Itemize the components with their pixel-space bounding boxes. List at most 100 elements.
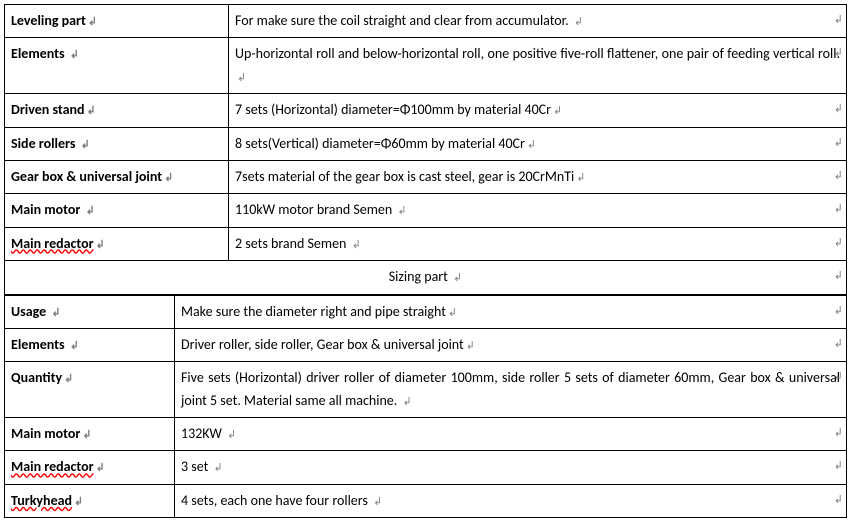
label-text: Driven stand: [11, 101, 85, 118]
value-cell: 110kW motor brand Semen ↲ ↲: [229, 194, 847, 227]
label-cell: Usage ↲: [5, 295, 175, 328]
paragraph-mark-icon: ↲: [96, 238, 105, 251]
value-cell: For make sure the coil straight and clea…: [229, 5, 847, 38]
label-cell: Leveling part↲: [5, 5, 229, 38]
label-text: Quantity: [11, 369, 62, 386]
table-row: Usage ↲ Make sure the diameter right and…: [5, 295, 847, 328]
paragraph-mark-icon: ↲: [87, 104, 96, 117]
section-header-text: Sizing part: [389, 268, 451, 285]
section-header-cell: Sizing part ↲ ↲: [5, 261, 847, 294]
table-row: Side rollers ↲ 8 sets(Vertical) diameter…: [5, 127, 847, 160]
value-text: Make sure the diameter right and pipe st…: [181, 303, 446, 320]
cell-mark-icon: ↲: [834, 11, 843, 29]
value-cell: 8 sets(Vertical) diameter=Φ60mm by mater…: [229, 127, 847, 160]
value-text: Five sets (Horizontal) driver roller of …: [181, 369, 840, 408]
paragraph-mark-icon: ↲: [81, 138, 90, 151]
value-cell: 7 sets (Horizontal) diameter=Φ100mm by m…: [229, 94, 847, 127]
value-cell: 3 set ↲ ↲: [175, 451, 847, 484]
value-text: 2 sets brand Semen: [235, 235, 350, 252]
cell-mark-icon: ↲: [834, 100, 843, 118]
cell-mark-icon: ↲: [834, 457, 843, 475]
value-text: 7sets material of the gear box is cast s…: [235, 168, 574, 185]
paragraph-mark-icon: ↲: [227, 428, 236, 441]
cell-mark-icon: ↲: [834, 167, 843, 185]
paragraph-mark-icon: ↲: [553, 104, 562, 117]
value-cell: 4 sets, each one have four rollers ↲ ↲: [175, 484, 847, 517]
label-text: Elements: [11, 336, 68, 353]
table-row: Turkyhead ↲ 4 sets, each one have four ro…: [5, 484, 847, 517]
label-cell: Elements ↲: [5, 328, 175, 361]
paragraph-mark-icon: ↲: [352, 238, 361, 251]
table-row: Driven stand↲ 7 sets (Horizontal) diamet…: [5, 94, 847, 127]
label-text: Gear box & universal joint: [11, 168, 162, 185]
label-cell: Gear box & universal joint↲: [5, 160, 229, 193]
paragraph-mark-icon: ↲: [576, 171, 585, 184]
value-text: 3 set: [181, 458, 211, 475]
label-text: Main motor: [11, 425, 80, 442]
paragraph-mark-icon: ↲: [373, 495, 382, 508]
value-cell: Driver roller, side roller, Gear box & u…: [175, 328, 847, 361]
value-text: For make sure the coil straight and clea…: [235, 12, 572, 29]
paragraph-mark-icon: ↲: [86, 204, 95, 217]
cell-mark-icon: ↲: [834, 134, 843, 152]
label-cell: Main motor ↲: [5, 194, 229, 227]
paragraph-mark-icon: ↲: [96, 461, 105, 474]
paragraph-mark-icon: ↲: [213, 461, 222, 474]
value-text: 7 sets (Horizontal) diameter=Φ100mm by m…: [235, 101, 551, 118]
cell-mark-icon: ↲: [834, 335, 843, 353]
label-text: Usage: [11, 303, 49, 320]
value-text: Up-horizontal roll and below-horizontal …: [235, 45, 840, 62]
table-row: Quantity↲ Five sets (Horizontal) driver …: [5, 362, 847, 418]
label-text: Elements: [11, 45, 68, 62]
value-cell: 132KW ↲ ↲: [175, 418, 847, 451]
table-row: Elements ↲ Up-horizontal roll and below-…: [5, 38, 847, 94]
paragraph-mark-icon: ↲: [70, 48, 79, 61]
cell-mark-icon: ↲: [834, 234, 843, 252]
label-text: Turkyhead: [11, 492, 72, 509]
paragraph-mark-icon: ↲: [88, 15, 97, 28]
paragraph-mark-icon: ↲: [82, 428, 91, 441]
label-text: Main motor: [11, 201, 84, 218]
label-text: Main redactor: [11, 235, 94, 252]
section-header-row: Sizing part ↲ ↲: [5, 261, 847, 294]
paragraph-mark-icon: ↲: [70, 339, 79, 352]
cell-mark-icon: ↲: [834, 302, 843, 320]
paragraph-mark-icon: ↲: [527, 138, 536, 151]
table-row: Elements ↲ Driver roller, side roller, G…: [5, 328, 847, 361]
value-text: 110kW motor brand Semen: [235, 201, 395, 218]
label-text: Leveling part: [11, 12, 86, 29]
value-cell: Up-horizontal roll and below-horizontal …: [229, 38, 847, 94]
paragraph-mark-icon: ↲: [64, 372, 73, 385]
value-text: 132KW: [181, 425, 225, 442]
value-text: 4 sets, each one have four rollers: [181, 492, 371, 509]
value-cell: 7sets material of the gear box is cast s…: [229, 160, 847, 193]
cell-mark-icon: ↲: [834, 368, 843, 386]
paragraph-mark-icon: ↲: [574, 15, 583, 28]
table-row: Leveling part↲ For make sure the coil st…: [5, 5, 847, 38]
paragraph-mark-icon: ↲: [466, 339, 475, 352]
cell-mark-icon: ↲: [834, 491, 843, 509]
label-cell: Driven stand↲: [5, 94, 229, 127]
paragraph-mark-icon: ↲: [51, 306, 60, 319]
table-row: Main redactor↲ 3 set ↲ ↲: [5, 451, 847, 484]
cell-mark-icon: ↲: [834, 267, 843, 285]
cell-mark-icon: ↲: [834, 424, 843, 442]
value-text: 8 sets(Vertical) diameter=Φ60mm by mater…: [235, 135, 525, 152]
value-cell: Five sets (Horizontal) driver roller of …: [175, 362, 847, 418]
label-cell: Side rollers ↲: [5, 127, 229, 160]
label-text: Main redactor: [11, 458, 94, 475]
cell-mark-icon: ↲: [834, 200, 843, 218]
label-cell: Main redactor↲: [5, 451, 175, 484]
paragraph-mark-icon: ↲: [448, 306, 457, 319]
value-cell: Make sure the diameter right and pipe st…: [175, 295, 847, 328]
paragraph-mark-icon: ↲: [402, 395, 411, 408]
label-cell: Elements ↲: [5, 38, 229, 94]
paragraph-mark-icon: ↲: [164, 171, 173, 184]
spec-table: Leveling part↲ For make sure the coil st…: [4, 4, 847, 295]
cell-mark-icon: ↲: [834, 44, 843, 62]
label-text: Side rollers: [11, 135, 79, 152]
table-row: Main motor ↲ 110kW motor brand Semen ↲ ↲: [5, 194, 847, 227]
document-table-wrapper: Leveling part↲ For make sure the coil st…: [4, 4, 847, 518]
table-row: Main redactor↲ 2 sets brand Semen ↲ ↲: [5, 227, 847, 260]
paragraph-mark-icon: ↲: [453, 271, 462, 284]
